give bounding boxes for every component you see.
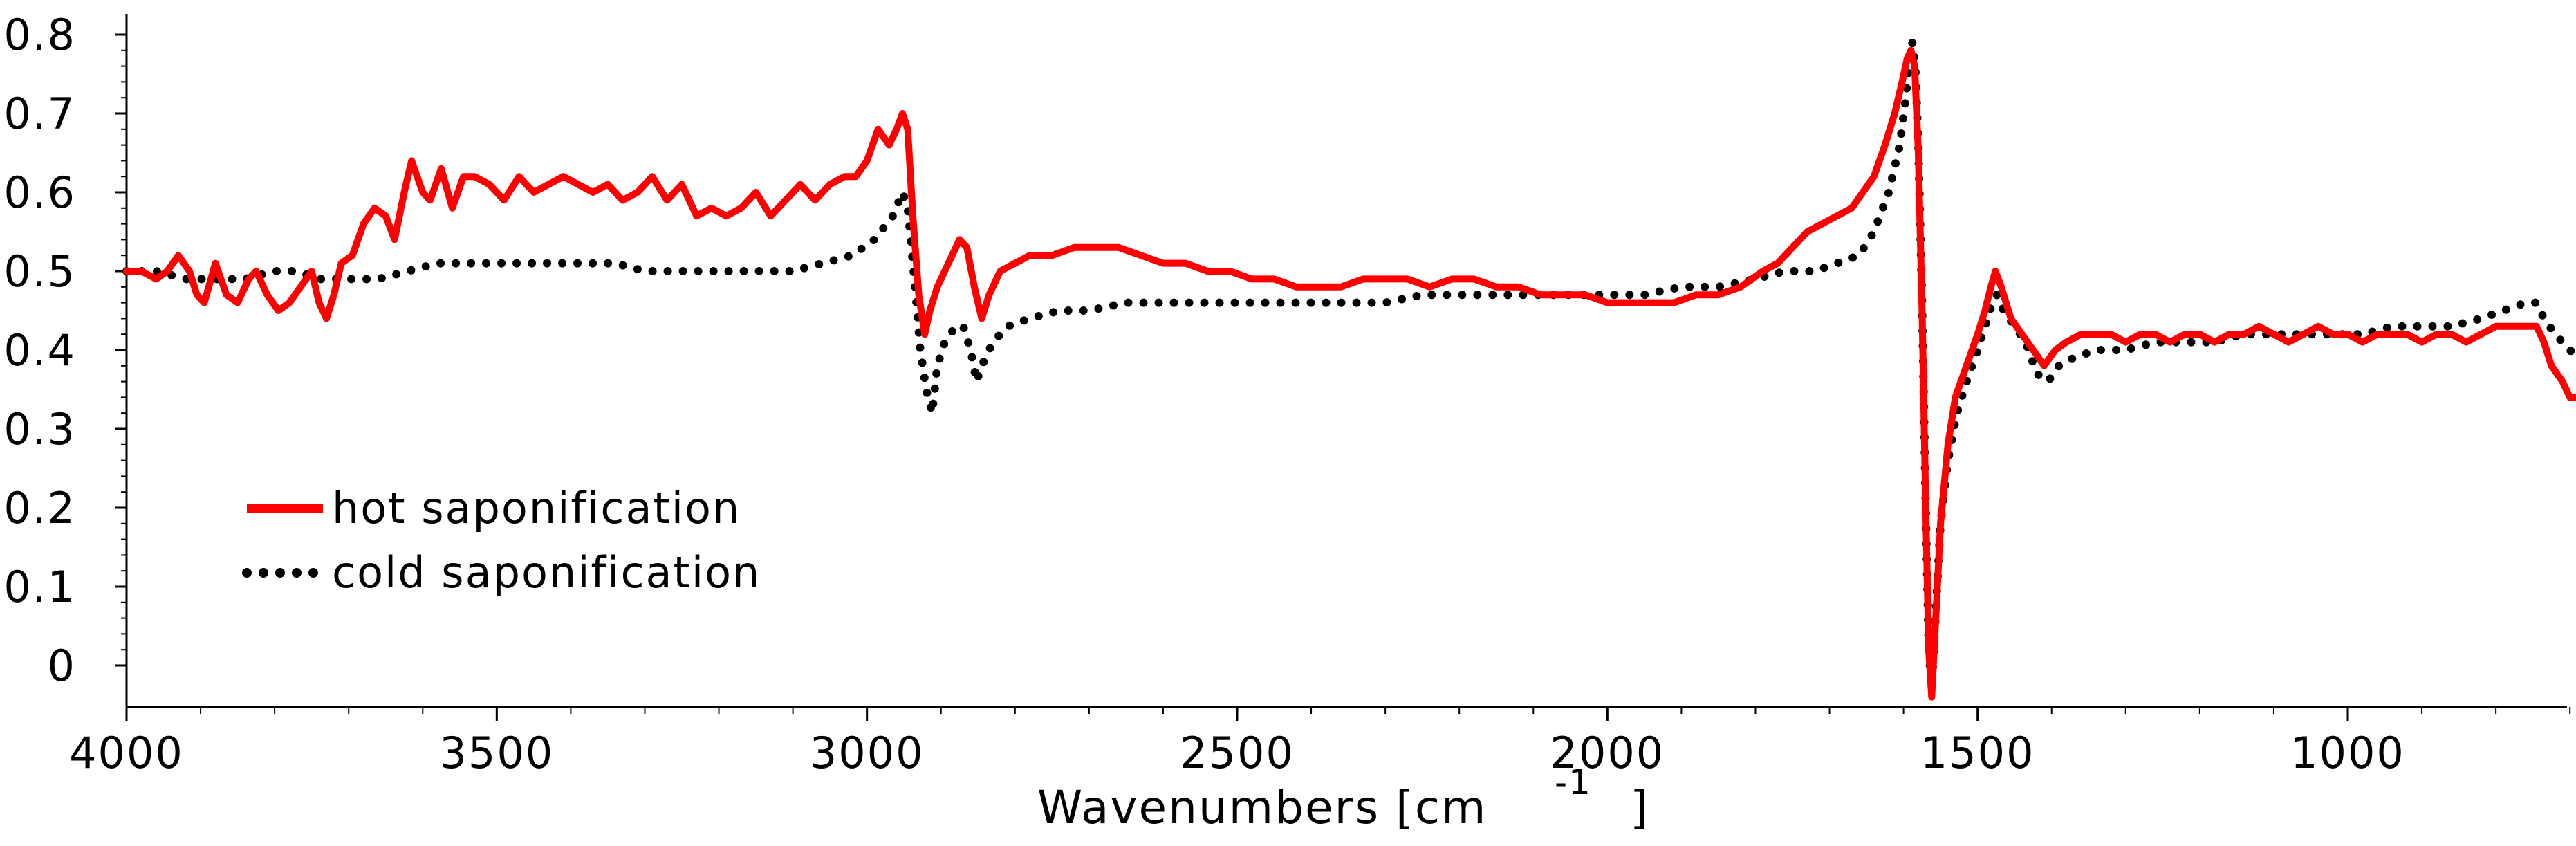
y-tick-label: 0.6 [3, 167, 76, 218]
y-tick-label: 0.8 [3, 10, 76, 60]
x-tick-label: 3500 [439, 728, 554, 778]
x-tick-label: 2000 [1550, 728, 1665, 778]
legend: hot saponification cold saponification [242, 483, 761, 598]
x-tick-label: 1000 [2290, 728, 2405, 778]
y-tick-label: 0 [48, 641, 76, 691]
x-tick-label: 1500 [1920, 728, 2035, 778]
x-axis-title-superscript: -1 [1555, 762, 1592, 802]
legend-label-hot: hot saponification [332, 483, 741, 533]
y-tick-label: 0.1 [3, 562, 76, 612]
x-axis-title-close-bracket: ] [1630, 781, 1649, 834]
y-tick-label: 0.5 [3, 246, 76, 297]
series-line-hot-saponification [123, 46, 2576, 701]
x-tick-label: 2500 [1180, 728, 1295, 778]
x-tick-label: 4000 [69, 728, 184, 778]
legend-label-cold: cold saponification [332, 547, 761, 598]
series-line-cold-saponification [122, 38, 2576, 694]
x-axis-title: Wavenumbers [cm [1037, 781, 1487, 834]
y-tick-label: 0.2 [3, 483, 76, 533]
x-tick-label: 3000 [810, 728, 925, 778]
y-axis-ticks: 0 0.1 0.2 0.3 0.4 0.5 0.6 0.7 0.8 [3, 10, 127, 691]
plot-lines [122, 38, 2576, 701]
y-tick-label: 0.4 [3, 325, 76, 376]
y-tick-label: 0.3 [3, 404, 76, 454]
x-axis-ticks: 4000 3500 3000 2500 2000 1500 1000 [69, 707, 2571, 778]
y-tick-label: 0.7 [3, 89, 76, 139]
